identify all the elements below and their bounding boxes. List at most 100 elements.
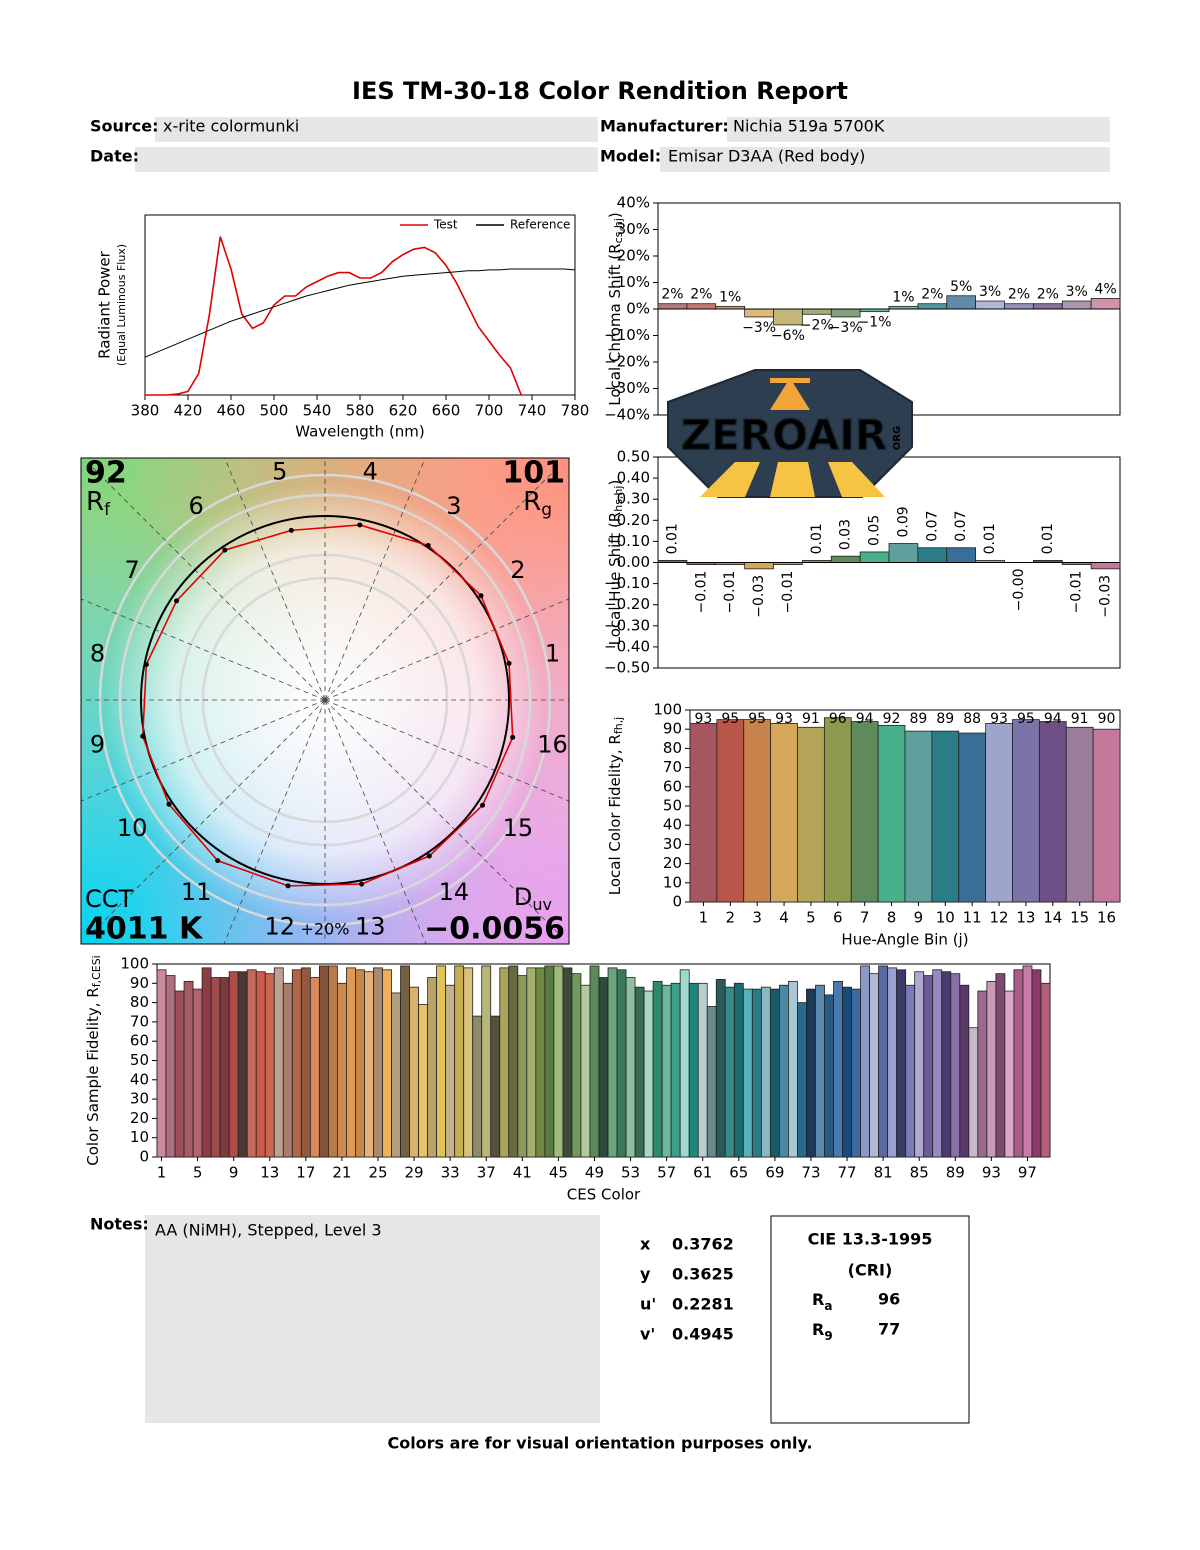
bar (1090, 562, 1121, 570)
value-label: 4% (1094, 281, 1116, 297)
x-tick-label: 8 (887, 909, 897, 927)
bin-boundary (91, 466, 326, 701)
bar (670, 982, 681, 1158)
bar (535, 967, 546, 1158)
y-tick-label: 50 (663, 797, 682, 815)
x-tick-label: 3 (752, 909, 762, 927)
value-label: −2% (800, 317, 834, 333)
symbol-main: R (86, 487, 104, 517)
hue-bin-label: 13 (355, 913, 386, 941)
bar (923, 975, 934, 1158)
x-tick-label: 29 (405, 1164, 424, 1182)
bar (517, 975, 528, 1158)
value-label: 0.03 (838, 519, 854, 550)
bar (616, 969, 627, 1158)
bar (625, 977, 636, 1158)
watermark-logo: ZEROAIR ORG (667, 369, 913, 498)
y-tick-label: −40% (604, 406, 650, 424)
y-tick-label: 0 (139, 1148, 149, 1166)
x-tick-label: 6 (833, 909, 843, 927)
bar (995, 973, 1006, 1158)
bar (508, 965, 519, 1158)
y-tick-label: 0.10 (617, 532, 650, 550)
x-tick-label: 53 (621, 1164, 640, 1182)
bar (373, 967, 383, 1158)
bar (688, 982, 699, 1158)
bar (830, 308, 861, 318)
x-tick-label: 77 (837, 1164, 856, 1182)
grid-ring (118, 493, 532, 907)
bin-boundary (81, 598, 326, 701)
bar (878, 965, 889, 1158)
y-tick-label: 70 (130, 1012, 149, 1030)
test-point (478, 593, 484, 599)
symbol: Duv (514, 883, 552, 914)
value-label: −0.03 (751, 575, 767, 618)
hue-bin-label: 6 (188, 492, 203, 520)
x-tick-label: 21 (332, 1164, 351, 1182)
symbol-sub: f (104, 500, 111, 520)
bar (823, 717, 852, 903)
test-point (285, 883, 291, 889)
bar (1012, 719, 1040, 903)
cri-symbol: Ra (812, 1290, 832, 1313)
bar (941, 971, 952, 1158)
logo-road (770, 462, 815, 497)
y-axis-label: Local Color Fidelity, Rfh,j (606, 717, 626, 896)
bin-boundary (324, 699, 559, 934)
y-axis-label: Color Sample Fidelity, Rf,CESi (84, 955, 104, 1166)
duv-value: −0.0056 (424, 912, 565, 947)
y-tick-label: 40 (663, 816, 682, 834)
bar (917, 303, 948, 310)
x-tick-label: 700 (475, 402, 504, 420)
field-value: x-rite colormunki (163, 117, 299, 136)
bar (724, 986, 735, 1158)
bar (769, 988, 780, 1158)
field-box (660, 147, 1110, 172)
bar (788, 980, 798, 1158)
value-label: −6% (771, 328, 805, 344)
bin-boundary (224, 458, 326, 701)
cri-value: 77 (878, 1320, 900, 1339)
bar (355, 969, 365, 1158)
bar (337, 982, 347, 1158)
bar (418, 1004, 429, 1158)
value-label: 0.05 (867, 515, 883, 546)
bar (830, 555, 861, 563)
value-label: −3% (742, 320, 776, 336)
vector-frame (80, 457, 570, 945)
bar (850, 721, 879, 903)
hue-bin-label: 1 (545, 640, 560, 668)
bar (183, 980, 194, 1158)
value-label: 5% (950, 279, 972, 295)
bar (291, 969, 302, 1158)
bar (985, 723, 1013, 903)
bar (806, 988, 816, 1158)
bar (445, 984, 456, 1158)
hue-bin-label: 15 (503, 814, 534, 842)
bin-boundary (223, 699, 326, 944)
label-part: Color Sample Fidelity, R (84, 987, 102, 1165)
x-tick-label: 14 (1043, 909, 1062, 927)
bar (686, 303, 717, 310)
x-tick-label: 1 (699, 909, 709, 927)
bar (743, 719, 772, 903)
bar (652, 980, 663, 1158)
bar (931, 730, 960, 903)
x-tick-label: 45 (549, 1164, 568, 1182)
field-value: Emisar D3AA (Red body) (668, 147, 865, 166)
cri-value: 96 (878, 1290, 900, 1309)
y-tick-label: −10% (604, 326, 650, 344)
bar (201, 967, 212, 1158)
x-tick-label: 93 (982, 1164, 1001, 1182)
test-point (215, 858, 221, 864)
x-tick-label: 500 (260, 402, 289, 420)
chromaticity-label: y (640, 1265, 651, 1284)
bar (958, 732, 987, 903)
bar (409, 986, 419, 1158)
bar (427, 977, 438, 1158)
bar (643, 990, 654, 1158)
hue-bin-label: 12 (264, 913, 295, 941)
bar (273, 967, 284, 1158)
bar (905, 984, 916, 1158)
